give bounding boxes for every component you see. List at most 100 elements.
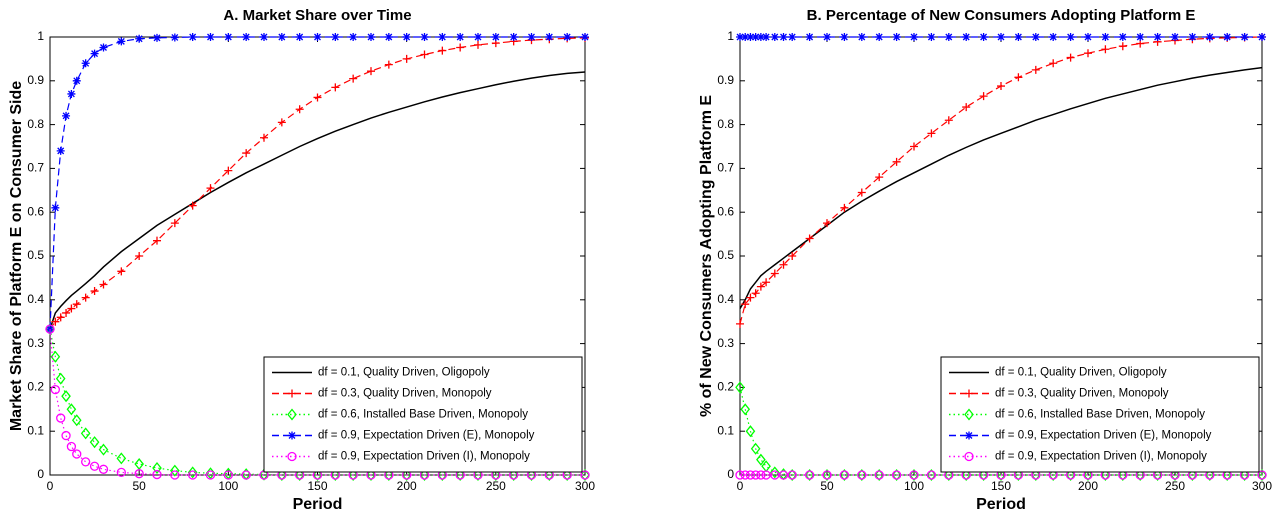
legend-marker [287, 408, 297, 421]
data-point [1014, 73, 1023, 82]
legend-label: df = 0.1, Quality Driven, Oligopoly [318, 367, 490, 379]
y-tick-label: 0.4 [27, 292, 44, 306]
data-point [72, 76, 81, 85]
data-point [402, 33, 411, 41]
data-point [527, 33, 536, 41]
y-tick-label: 0.6 [717, 204, 734, 218]
legend-marker [964, 408, 974, 421]
data-point [99, 43, 108, 52]
data-point [491, 468, 501, 482]
data-point [277, 468, 287, 482]
data-point [979, 92, 988, 101]
x-tick-label: 100 [218, 479, 238, 493]
data-point [205, 470, 216, 480]
data-point [1135, 468, 1146, 482]
legend-marker [965, 431, 973, 440]
y-tick-label: 0.6 [27, 204, 44, 218]
x-tick-label: 250 [1165, 479, 1185, 493]
legend-box [263, 356, 583, 473]
x-tick-label: 300 [575, 479, 595, 493]
data-point [580, 470, 590, 480]
data-point [509, 33, 518, 41]
data-point [206, 33, 215, 41]
data-point [1049, 33, 1058, 41]
data-point [770, 269, 779, 278]
data-point [1153, 33, 1162, 41]
data-point [89, 436, 100, 449]
legend-label: df = 0.9, Expectation Driven (I), Monopo… [318, 451, 530, 463]
data-point [188, 33, 197, 41]
data-point [473, 468, 483, 482]
data-point [1240, 33, 1249, 41]
data-point [839, 470, 850, 480]
data-point [1100, 468, 1111, 482]
data-point [857, 470, 867, 480]
x-tick-label: 100 [904, 479, 924, 493]
data-point [751, 470, 761, 480]
data-point [1048, 468, 1059, 482]
data-point [116, 467, 126, 478]
data-point [745, 470, 756, 480]
data-point [188, 201, 197, 210]
data-point [134, 469, 144, 479]
data-point [874, 468, 885, 482]
data-point [910, 33, 918, 41]
data-point [840, 33, 849, 41]
data-point [438, 46, 447, 55]
data-point [1083, 468, 1093, 482]
data-point [135, 34, 144, 43]
data-point [1101, 45, 1110, 54]
legend-box [940, 356, 1260, 473]
y-tick-label: 0.2 [27, 380, 44, 394]
x-tick-label: 0 [47, 479, 54, 493]
x-tick-label: 150 [991, 479, 1011, 493]
data-point [804, 468, 815, 482]
data-point [98, 443, 109, 456]
y-tick-label: 0.4 [717, 292, 734, 306]
data-point [45, 324, 55, 334]
data-point [874, 470, 884, 480]
data-point [420, 50, 429, 59]
data-point [99, 280, 108, 289]
data-point [1188, 33, 1197, 41]
data-point [72, 300, 81, 309]
data-point [313, 93, 322, 102]
data-point [892, 33, 901, 41]
y-tick-label: 0.7 [717, 161, 734, 175]
legend-label: df = 0.6, Installed Base Driven, Monopol… [995, 409, 1205, 421]
data-point [788, 33, 797, 41]
data-point [761, 470, 771, 480]
data-point [456, 33, 465, 41]
series-line [49, 71, 586, 330]
data-point [770, 470, 780, 480]
data-point [746, 293, 755, 302]
data-point [857, 188, 866, 197]
x-tick-label: 0 [737, 479, 744, 493]
data-point [419, 468, 430, 482]
data-point [170, 33, 179, 42]
legend-marker [287, 451, 297, 462]
data-point [1118, 42, 1127, 51]
legend-label: df = 0.6, Installed Base Driven, Monopol… [318, 409, 528, 421]
data-point [580, 468, 590, 482]
data-point [779, 260, 788, 269]
data-point [979, 33, 988, 41]
x-tick-label: 200 [1078, 479, 1098, 493]
data-point [401, 468, 412, 482]
data-point [1152, 468, 1163, 482]
data-point [1257, 468, 1267, 482]
data-point [779, 33, 788, 41]
data-point [736, 33, 744, 41]
data-point [1239, 468, 1250, 482]
data-point [242, 33, 251, 41]
data-point [349, 74, 358, 83]
data-point [224, 33, 233, 41]
data-point [581, 33, 589, 41]
data-point [1170, 468, 1180, 482]
data-point [331, 33, 340, 41]
data-point [1205, 33, 1214, 41]
y-tick-label: 0 [37, 467, 44, 481]
data-point [224, 166, 233, 175]
data-point [384, 468, 394, 482]
data-point [762, 278, 771, 287]
